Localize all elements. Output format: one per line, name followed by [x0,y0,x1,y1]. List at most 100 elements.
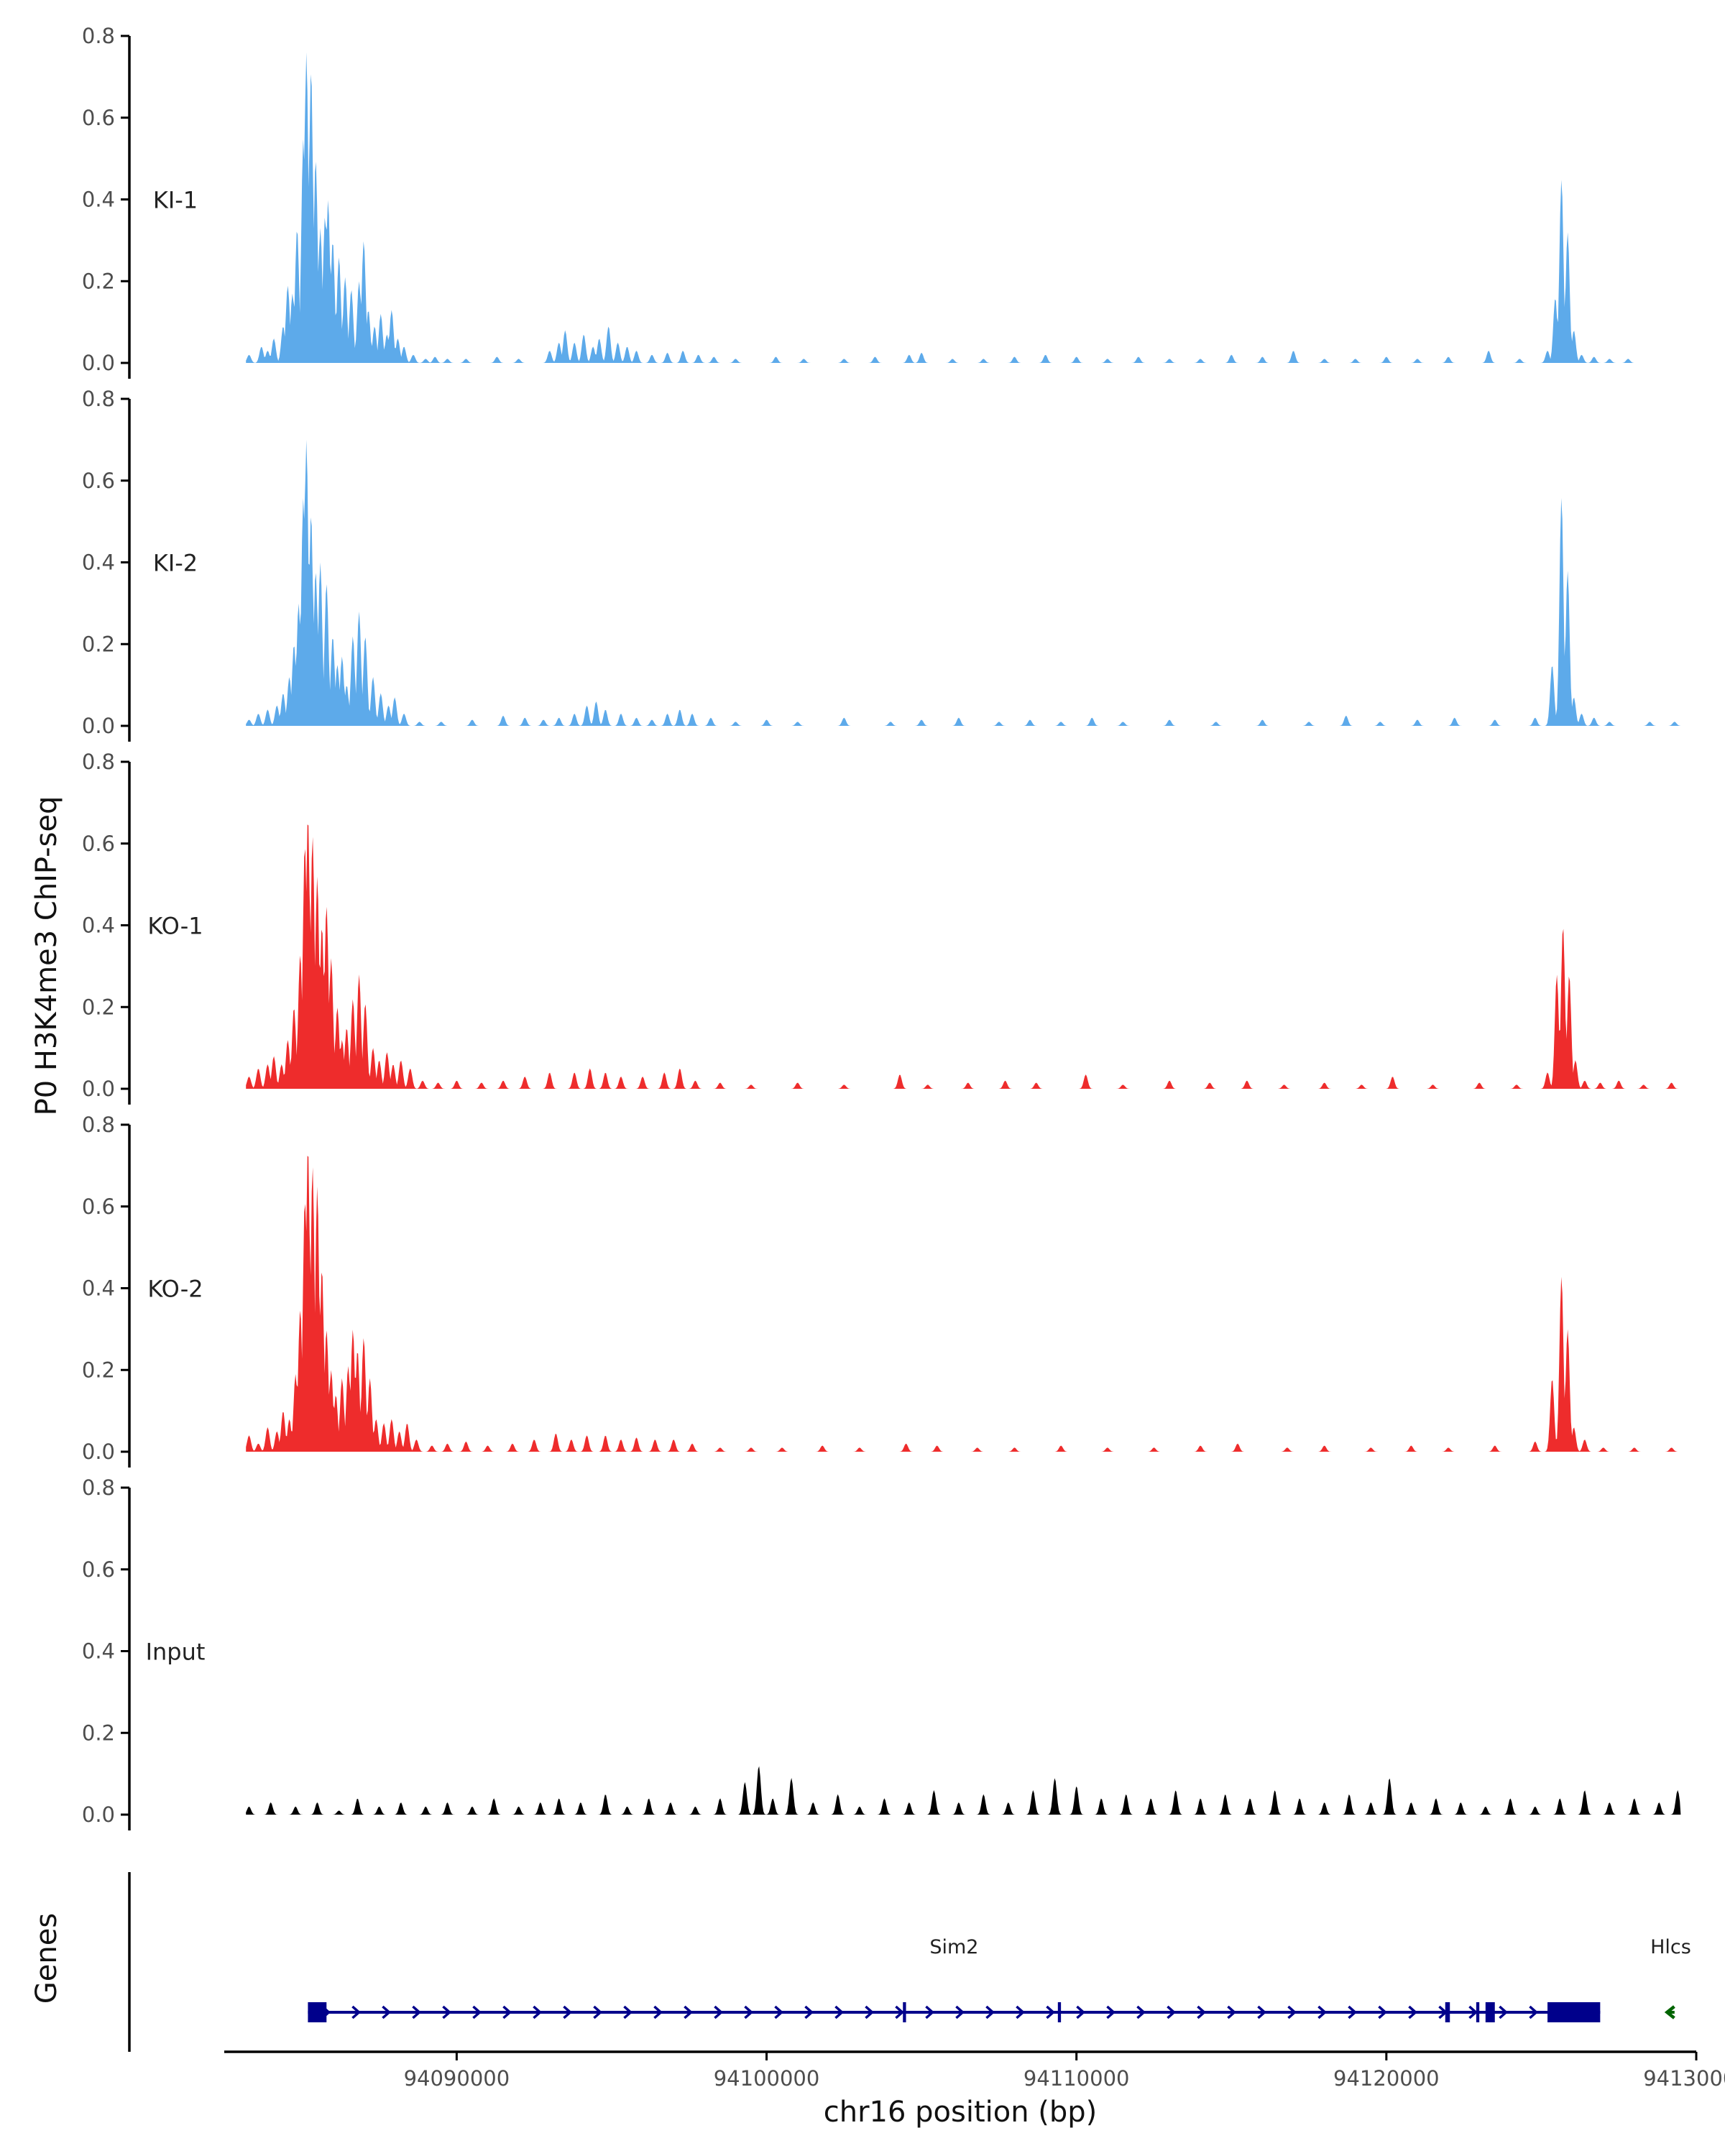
y-tick-label: 0.0 [82,714,115,738]
y-tick-label: 0.2 [82,995,115,1019]
signal-point [379,1059,380,1061]
signal-point [744,1782,745,1783]
signal-point [339,256,340,257]
y-tick-label: 0.8 [82,1475,115,1500]
strand-chevron [684,2005,694,2019]
y-tick-label: 0.6 [82,1557,115,1582]
signal-point [574,342,575,344]
signal-point [1555,297,1556,298]
signal-point [332,239,334,241]
y-tick-label: 0.6 [82,469,115,493]
signal-point [1225,1794,1226,1795]
y-axis-title: P0 H3K4me3 ChIP-seq [30,796,63,1116]
track-ki-1: 0.0 0.2 0.4 0.6 0.8 KI-1 [82,24,1634,379]
x-tick-label: 94100000 [714,2066,820,2091]
signal-point [1552,1378,1553,1379]
signal-point [406,1422,408,1424]
y-tick-label: 0.8 [82,387,115,411]
coverage-area [246,824,1681,1089]
coverage-area [246,1766,1681,1815]
signal-point [410,1068,411,1069]
strand-chevron [985,2005,995,2019]
signal-point [1573,696,1575,698]
y-tick-label: 0.6 [82,1194,115,1219]
y-tick-label: 0.6 [82,106,115,130]
signal-point [300,953,301,954]
signal-point [261,346,262,347]
signal-point [326,1328,327,1330]
signal-point [341,655,343,657]
signal-point [321,1267,323,1268]
strand-chevron [1016,2005,1026,2019]
y-tick-label: 0.4 [82,188,115,212]
signal-point [310,68,312,70]
signal-point [287,1039,288,1041]
strand-chevron [1076,2005,1086,2019]
strand-chevron [1106,2005,1116,2019]
track-ko-2: 0.0 0.2 0.4 0.6 0.8 KO-2 [82,1112,1681,1468]
signal-point [332,635,334,637]
strand-chevron [382,2005,392,2019]
signal-point [368,309,369,310]
gene-name-label: Sim2 [929,1936,978,1958]
signal-point [300,1308,301,1309]
signal-point [1573,330,1575,331]
y-tick-label: 0.8 [82,24,115,48]
signal-point [326,904,327,906]
signal-point [305,439,307,441]
signal-point [335,1393,336,1395]
signal-point [386,1051,387,1053]
strand-chevron [1136,2005,1146,2019]
signal-point [374,326,375,327]
y-tick-label: 0.4 [82,1639,115,1664]
gene-exon [1445,2002,1450,2022]
signal-point [1560,497,1562,498]
strand-chevron [502,2005,512,2019]
signal-point [400,1059,402,1061]
strand-chevron [1408,2005,1418,2019]
signal-point [298,602,300,604]
signal-point [296,227,298,229]
y-tick-label: 0.2 [82,632,115,656]
signal-point [351,289,352,290]
signal-point [1567,231,1568,233]
signal-point [363,1337,364,1338]
strand-chevron [442,2005,452,2019]
genes-panel-title: Genes [30,1913,63,2004]
signal-point [287,285,288,286]
signal-point [359,280,360,282]
signal-point [1567,1328,1568,1330]
signal-point [356,1797,358,1799]
track-label: KO-2 [147,1276,203,1303]
signal-point [399,1431,400,1432]
y-tick-label: 0.0 [82,1802,115,1827]
signal-point [305,52,307,53]
strand-chevron [865,2005,875,2019]
y-tick-label: 0.2 [82,1720,115,1745]
gene-hlcs: Hlcs [1650,1936,1691,2019]
signal-point [1584,1789,1586,1791]
signal-point [558,1797,560,1799]
x-tick-label: 94110000 [1024,2066,1130,2091]
signal-point [1568,974,1570,975]
signal-point [356,1349,358,1350]
signal-point [555,1432,556,1434]
signal-point [1552,664,1553,665]
signal-point [307,1144,308,1146]
signal-point [282,326,284,327]
coverage-area [246,52,1634,364]
signal-point [310,512,312,514]
track-label: KO-1 [147,913,203,940]
signal-point [1560,178,1562,180]
signal-point [289,676,290,678]
y-tick-label: 0.4 [82,1276,115,1301]
y-tick-label: 0.6 [82,831,115,856]
signal-point [289,1419,290,1420]
signal-point [363,239,364,241]
coverage-area [246,1156,1681,1452]
signal-point [369,1378,371,1379]
signal-point [372,1047,374,1049]
signal-point [282,1410,284,1411]
strand-chevron [774,2005,784,2019]
signal-point [326,582,327,584]
